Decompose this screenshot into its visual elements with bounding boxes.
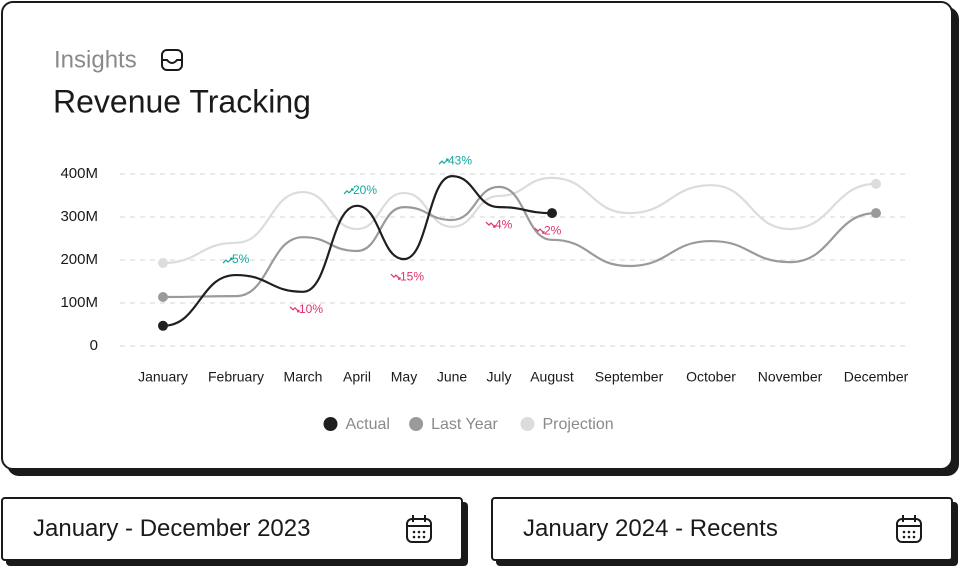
calendar-icon [896,515,922,543]
trend-icon [390,273,401,280]
x-tick-label: December [844,369,909,385]
series-line [162,176,877,265]
legend-swatch [409,417,424,431]
x-tick-label: April [343,369,371,385]
trend-icon [343,188,354,195]
legend-swatch [520,417,535,431]
x-tick-label: February [208,369,264,385]
date-range-button[interactable]: January - December 2023 [1,497,463,561]
date-range-button[interactable]: January 2024 - Recents [491,497,953,561]
end-marker [158,291,168,302]
x-tick-label: June [437,369,468,385]
x-tick-label: August [530,369,574,385]
end-marker [547,208,557,219]
trend-icon [534,227,545,234]
end-marker [871,208,881,219]
change-label: 15% [400,269,424,283]
change-annotation: 5% [222,252,250,266]
inbox-icon [161,49,183,71]
date-range-label: January 2024 - Recents [523,515,778,542]
trend-icon [289,306,300,313]
y-tick-label: 400M [60,165,98,182]
y-tick-label: 200M [60,251,98,268]
legend-label: Actual [346,416,390,433]
change-label: 2% [544,223,562,237]
change-label: 4% [495,217,513,231]
change-label: 5% [232,252,250,266]
change-annotation: 20% [343,183,377,197]
change-label: 43% [448,153,472,167]
change-annotation: 10% [289,302,323,316]
x-tick-label: November [758,369,823,385]
end-marker [871,178,881,189]
change-label: 10% [299,302,323,316]
trend-icon [485,221,496,228]
change-label: 20% [353,183,377,197]
y-tick-label: 100M [60,294,98,311]
x-tick-label: July [487,369,512,385]
legend-label: Projection [543,416,614,433]
trend-icon [438,158,449,165]
series-line [162,185,877,299]
change-annotation: 43% [438,153,472,167]
kicker: Insights [54,46,137,73]
change-annotation: 4% [485,217,513,231]
x-tick-label: October [686,369,736,385]
end-marker [158,258,168,269]
change-annotation: 2% [534,223,562,237]
x-tick-label: September [595,369,664,385]
series-line [162,175,553,327]
x-tick-label: May [391,369,417,385]
legend-label: Last Year [431,416,498,433]
end-marker [158,320,168,331]
y-tick-label: 0 [90,337,98,354]
trend-icon [222,257,233,264]
x-tick-label: March [284,369,323,385]
y-tick-label: 300M [60,208,98,225]
chart: Insights Revenue Tracking 0 100M 200M 300M 4… [53,46,909,433]
x-tick-label: January [138,369,188,385]
date-range-label: January - December 2023 [33,515,311,542]
chart-title: Revenue Tracking [53,83,311,119]
legend-swatch [323,417,338,431]
calendar-icon [406,515,432,543]
chart-card: Insights Revenue Tracking 0 100M 200M 300M 4… [1,1,953,470]
change-annotation: 15% [390,269,424,283]
